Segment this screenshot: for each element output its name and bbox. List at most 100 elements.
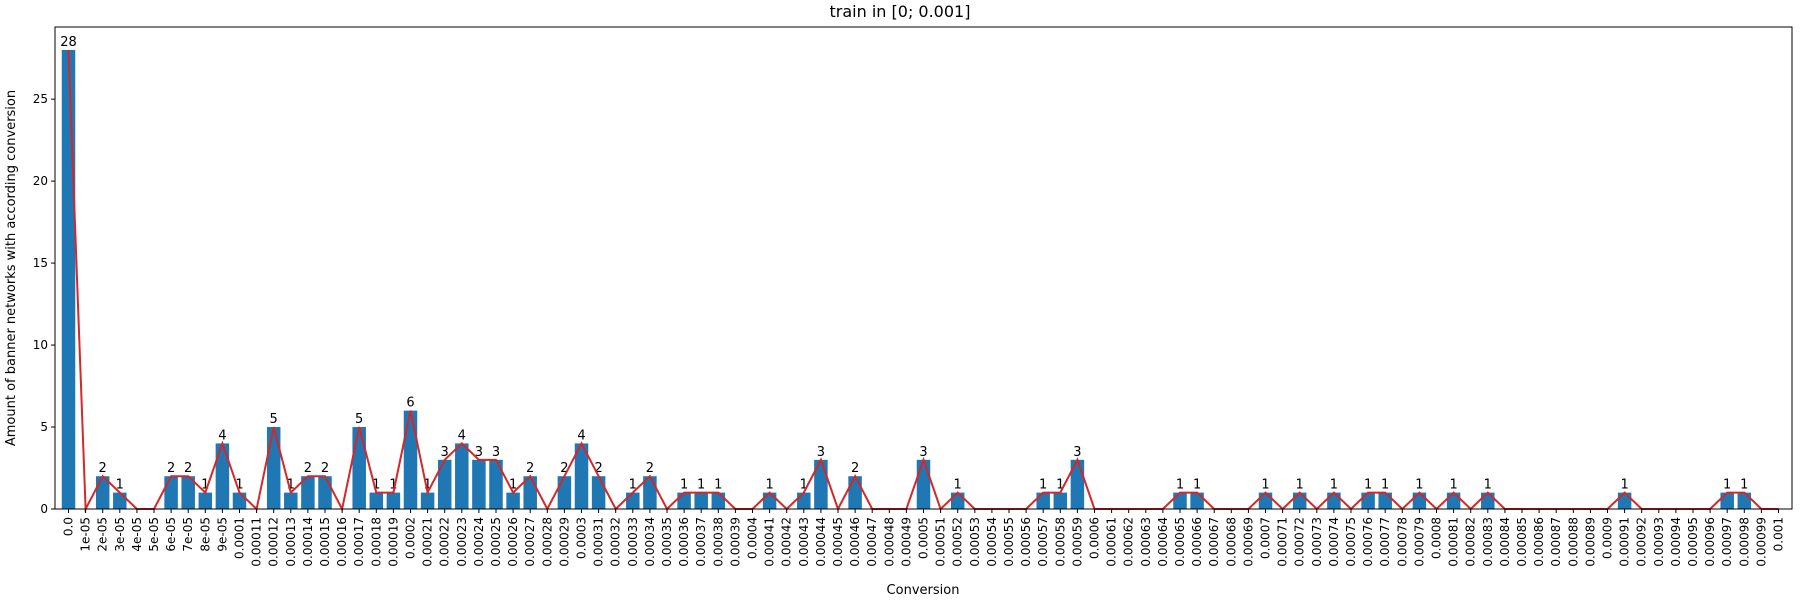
x-axis-label: Conversion [887,583,960,598]
data-label: 2 [594,461,602,476]
data-label: 2 [560,461,568,476]
x-tick-label: 0.00029 [557,517,571,567]
data-label: 1 [287,478,295,493]
x-tick-label: 0.00054 [985,517,999,567]
data-label: 28 [60,35,77,50]
data-label: 4 [577,428,585,443]
x-tick-label: 0.00088 [1566,517,1580,567]
bar [848,476,862,509]
bar [1737,492,1752,509]
x-tick-label: 0.0004 [746,517,760,559]
x-tick-label: 0.0009 [1601,517,1615,559]
x-tick-label: 0.00084 [1498,517,1512,567]
y-tick-label: 25 [33,92,48,106]
x-tick-label: 0.00065 [1173,517,1187,567]
x-tick-label: 0.00092 [1635,517,1649,567]
data-label: 2 [184,461,192,476]
x-tick-label: 0.00074 [1327,517,1341,567]
bar [369,492,384,509]
bar [403,410,418,509]
data-label: 2 [526,461,534,476]
x-tick-label: 0.0003 [575,517,589,559]
bar [113,492,127,509]
x-tick-label: 0.00059 [1070,517,1084,567]
x-tick-label: 0.00096 [1703,517,1717,567]
data-label: 4 [458,428,466,443]
bar [318,476,332,509]
x-tick-label: 0.00035 [660,517,674,567]
x-tick-label: 0.00024 [472,517,486,567]
x-tick-label: 0.00082 [1464,517,1478,567]
bar [1361,492,1375,509]
data-label: 3 [817,445,825,460]
x-tick-label: 0.00099 [1754,517,1768,567]
bar [1173,492,1187,509]
x-tick-label: 0.00061 [1105,517,1119,567]
x-tick-label: 0.00076 [1361,517,1375,567]
x-tick-label: 0.00086 [1532,517,1546,567]
x-tick-label: 0.00048 [882,517,896,567]
x-tick-label: 1e-05 [79,517,93,552]
data-label: 1 [1364,478,1372,493]
y-tick-label: 0 [40,502,48,516]
x-tick-label: 0.00051 [934,517,948,567]
bar [1720,492,1734,509]
data-label: 1 [629,478,637,493]
x-tick-label: 0.00072 [1293,517,1307,567]
x-tick-label: 0.00036 [677,517,691,567]
data-label: 4 [218,428,226,443]
x-tick-label: 0.00038 [711,517,725,567]
bar [472,459,486,509]
x-tick-label: 0.00087 [1549,517,1563,567]
x-tick-label: 0.00075 [1344,517,1358,567]
data-label: 1 [235,478,243,493]
data-label: 1 [800,478,808,493]
x-tick-label: 0.00014 [301,517,315,567]
x-tick-label: 0.00093 [1652,517,1666,567]
data-label: 1 [714,478,722,493]
data-label: 1 [389,478,397,493]
x-tick-label: 0.00073 [1310,517,1324,567]
data-label: 1 [201,478,209,493]
x-tick-label: 0.00044 [814,517,828,567]
bar [386,492,401,509]
bar [626,492,640,509]
bar [762,492,777,509]
data-label: 1 [1039,478,1047,493]
x-tick-label: 0.00095 [1686,517,1700,567]
data-label: 2 [646,461,654,476]
x-tick-label: 0.00025 [489,517,503,567]
data-label: 3 [919,445,927,460]
x-tick-label: 0.00094 [1669,517,1683,567]
data-label: 1 [1193,478,1201,493]
x-tick-label: 0.00077 [1378,517,1392,567]
x-tick-label: 0.00078 [1395,517,1409,567]
x-tick-label: 0.00068 [1224,517,1238,567]
x-tick-label: 0.00018 [369,517,383,567]
data-label: 5 [270,412,278,427]
data-label: 3 [1073,445,1081,460]
x-tick-label: 0.0007 [1259,517,1273,559]
bar [164,476,178,509]
data-label: 1 [372,478,380,493]
data-label: 1 [509,478,517,493]
x-tick-label: 0.00026 [506,517,520,567]
x-tick-label: 0.00066 [1190,517,1204,567]
data-label: 2 [851,461,859,476]
x-tick-label: 0.00032 [609,517,623,567]
x-tick-label: 0.00017 [352,517,366,567]
data-label: 1 [697,478,705,493]
x-tick-label: 0.00013 [284,517,298,567]
x-tick-label: 0.00043 [797,517,811,567]
data-label: 1 [1723,478,1731,493]
x-tick-label: 0.00083 [1481,517,1495,567]
data-label: 2 [321,461,329,476]
data-label: 1 [1740,478,1748,493]
x-tick-label: 0.0006 [1088,517,1102,559]
x-tick-label: 0.00022 [438,517,452,567]
data-label: 1 [680,478,688,493]
x-tick-label: 0.00097 [1720,517,1734,567]
plot-frame [54,26,1793,510]
x-tick-label: 0.00063 [1139,517,1153,567]
